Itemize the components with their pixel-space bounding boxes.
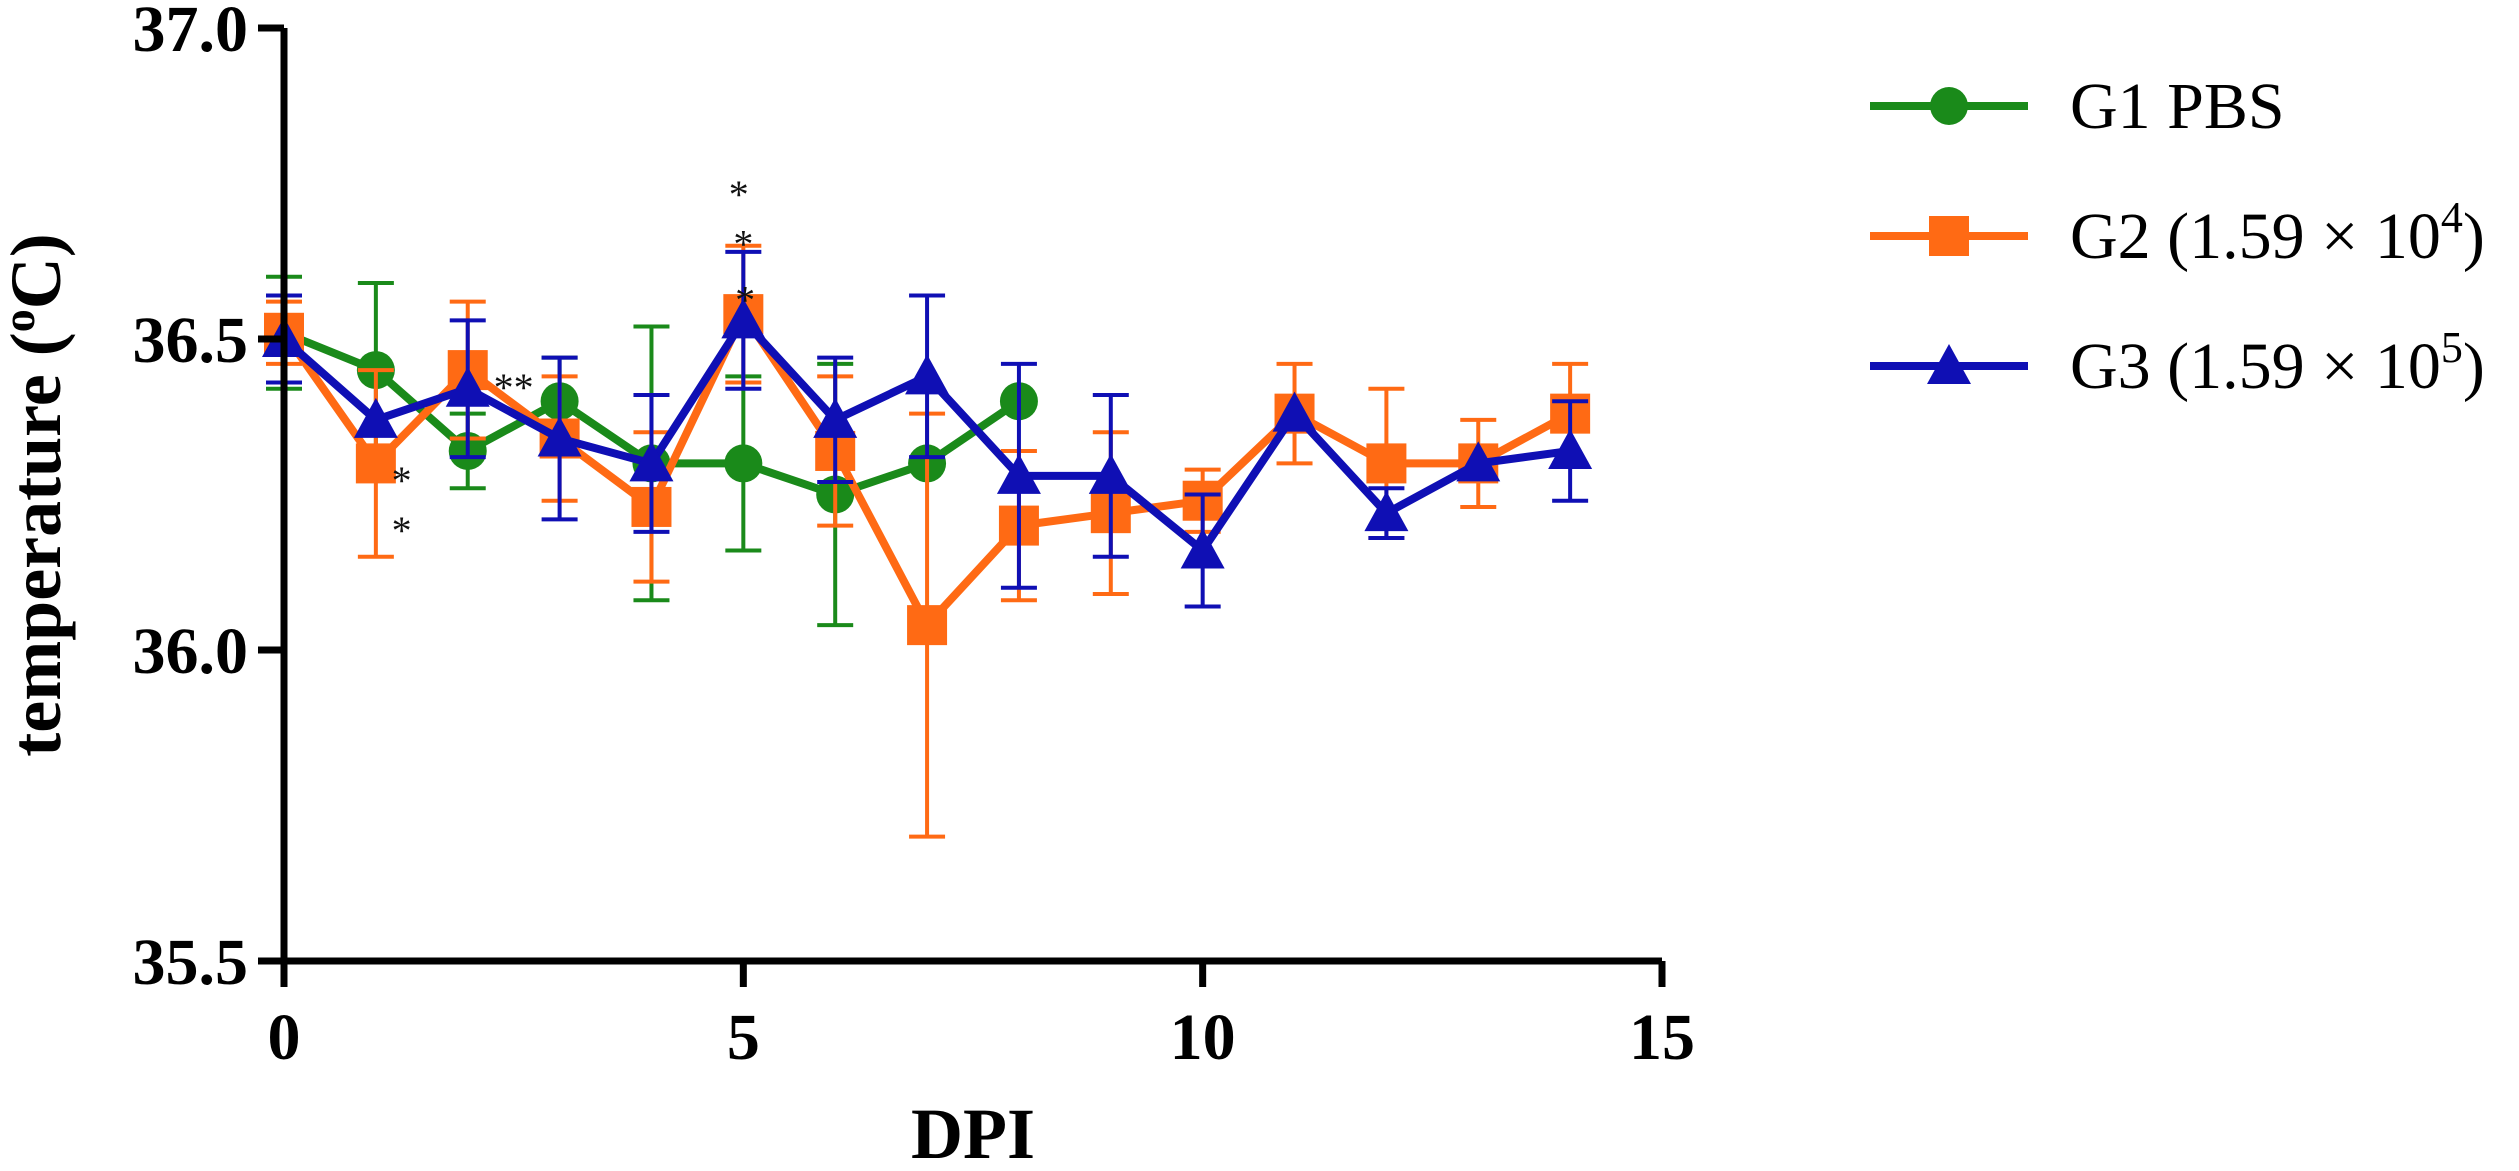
data-point — [355, 443, 396, 484]
legend-marker-g2 — [1929, 216, 1969, 256]
data-point — [724, 444, 763, 483]
legend: G1 PBS G2 (1.59 × 104) G3 (1.59 × 105) — [1870, 70, 2485, 403]
legend-item-g2: G2 (1.59 × 104) — [1870, 193, 2485, 273]
data-point — [629, 441, 674, 482]
y-tick-label: 36.0 — [133, 615, 249, 688]
significance-marker: * — [392, 508, 412, 553]
legend-marker-g1 — [1930, 87, 1968, 125]
legend-item-g1: G1 PBS — [1870, 70, 2285, 143]
significance-marker: * — [392, 458, 412, 503]
data-point — [1366, 443, 1407, 484]
x-tick-label: 5 — [727, 1001, 760, 1074]
ticks: 35.5 36.0 36.5 37.0 0 5 10 15 — [133, 0, 1696, 1074]
series-3 — [262, 249, 1593, 609]
axes — [280, 28, 1662, 965]
significance-marker: * — [733, 222, 753, 267]
significance-marker: * — [729, 172, 749, 217]
plot-area: ******* — [262, 172, 1593, 839]
legend-label-g1: G1 PBS — [2070, 70, 2285, 143]
data-point — [813, 397, 858, 438]
data-point — [1272, 391, 1317, 432]
legend-label-g1-main: G1 PBS — [2070, 70, 2285, 143]
data-point — [1088, 453, 1133, 494]
data-point — [445, 366, 490, 407]
y-tick-label: 35.5 — [133, 926, 249, 999]
legend-label-g3-end: ) — [2463, 330, 2485, 403]
legend-label-g2-end: ) — [2463, 200, 2485, 273]
y-axis-title: temperature (oC) — [0, 233, 76, 756]
data-point — [537, 416, 582, 457]
x-tick-label: 10 — [1170, 1001, 1236, 1074]
significance-marker: ** — [494, 365, 534, 410]
data-point — [996, 453, 1041, 494]
data-point — [1456, 441, 1501, 482]
y-tick-label: 36.5 — [133, 304, 249, 377]
x-axis-title: DPI — [911, 1094, 1035, 1171]
legend-item-g3: G3 (1.59 × 105) — [1870, 323, 2485, 403]
y-axis-title-end: C) — [0, 233, 76, 309]
legend-label-g2: G2 (1.59 × 104) — [2070, 193, 2485, 273]
legend-label-g2-superscript: 4 — [2441, 193, 2463, 242]
data-point — [721, 298, 766, 339]
data-point — [1364, 491, 1409, 532]
significance-marker: * — [735, 278, 755, 323]
legend-label-g3-main: G3 (1.59 × 10 — [2070, 330, 2441, 403]
data-point — [905, 354, 950, 395]
x-tick-label: 15 — [1629, 1001, 1695, 1074]
data-point — [353, 397, 398, 438]
x-tick-label: 0 — [268, 1001, 301, 1074]
legend-label-g3-superscript: 5 — [2441, 323, 2463, 372]
y-tick-label: 37.0 — [133, 0, 249, 66]
data-point — [1180, 528, 1225, 569]
y-axis-title-main: temperature ( — [0, 332, 76, 756]
y-axis-title-superscript: o — [0, 309, 44, 332]
data-point — [907, 605, 948, 646]
legend-marker-g3 — [1927, 344, 1971, 384]
data-point — [1548, 428, 1593, 469]
legend-label-g2-main: G2 (1.59 × 10 — [2070, 200, 2441, 273]
legend-label-g3: G3 (1.59 × 105) — [2070, 323, 2485, 403]
